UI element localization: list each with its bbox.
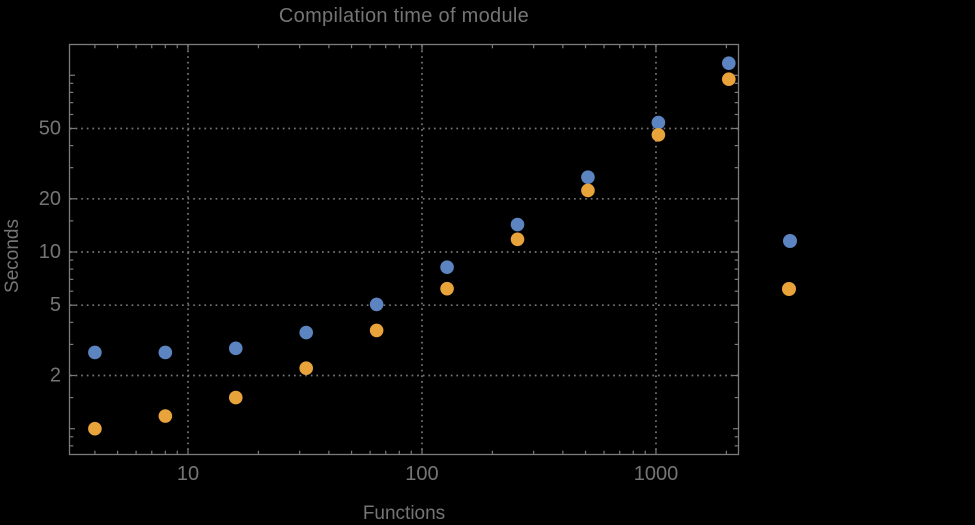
data-point-orange xyxy=(722,72,736,87)
data-point-orange xyxy=(88,421,102,436)
y-tick-label: 20 xyxy=(39,188,61,210)
data-point-orange xyxy=(651,128,666,142)
data-point-orange xyxy=(440,281,454,296)
y-tick-label: 10 xyxy=(39,241,61,263)
data-point-blue xyxy=(651,115,666,130)
x-axis-label: Functions xyxy=(362,503,446,524)
legend-marker-orange xyxy=(782,282,796,296)
x-tick-label: 10 xyxy=(177,463,199,485)
y-tick-label: 2 xyxy=(50,365,61,387)
data-point-blue xyxy=(440,260,454,275)
plot-frame xyxy=(68,43,740,456)
data-point-orange xyxy=(510,232,525,247)
data-point-orange xyxy=(228,390,243,405)
data-point-blue xyxy=(228,341,243,356)
data-point-blue xyxy=(158,345,173,360)
data-point-blue xyxy=(722,56,736,71)
y-tick-label: 5 xyxy=(50,294,61,316)
x-tick-label: 1000 xyxy=(634,463,679,485)
data-point-blue xyxy=(510,217,525,232)
legend-marker-blue xyxy=(783,234,797,248)
x-tick-label: 100 xyxy=(405,463,438,485)
data-point-orange xyxy=(581,183,595,198)
data-point-blue xyxy=(88,345,102,360)
data-point-orange xyxy=(299,361,314,376)
data-point-orange xyxy=(158,409,173,423)
data-point-blue xyxy=(581,170,595,184)
data-point-blue xyxy=(299,325,314,340)
chart-title: Compilation time of module xyxy=(278,5,530,27)
data-point-orange xyxy=(369,323,384,338)
y-tick-label: 50 xyxy=(39,117,61,139)
data-point-blue xyxy=(369,297,384,312)
